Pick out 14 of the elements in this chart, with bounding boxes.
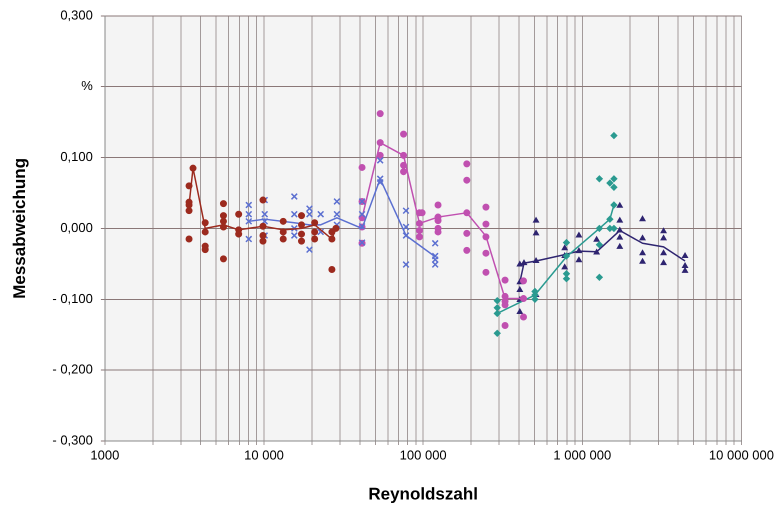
x-tick-label: 1000 — [90, 447, 120, 462]
x-tick-label: 10 000 000 — [708, 447, 774, 462]
y-tick-label: 0,000 — [60, 220, 93, 235]
y-tick-label: - 0,300 — [52, 432, 93, 448]
x-tick-label: 100 000 — [400, 447, 447, 462]
x-axis-title: Reynoldszahl — [368, 484, 478, 504]
y-tick-label: 0,100 — [60, 149, 93, 164]
y-tick-label: - 0,100 — [52, 290, 93, 306]
y-axis-title: Messabweichung — [10, 158, 29, 299]
x-tick-label: 10 000 — [244, 447, 284, 462]
x-tick-label: 1 000 000 — [553, 447, 612, 462]
y-tick-label: - 0,200 — [52, 362, 93, 377]
y-tick-label: 0,300 — [60, 7, 93, 22]
y-tick-label: % — [81, 78, 94, 94]
